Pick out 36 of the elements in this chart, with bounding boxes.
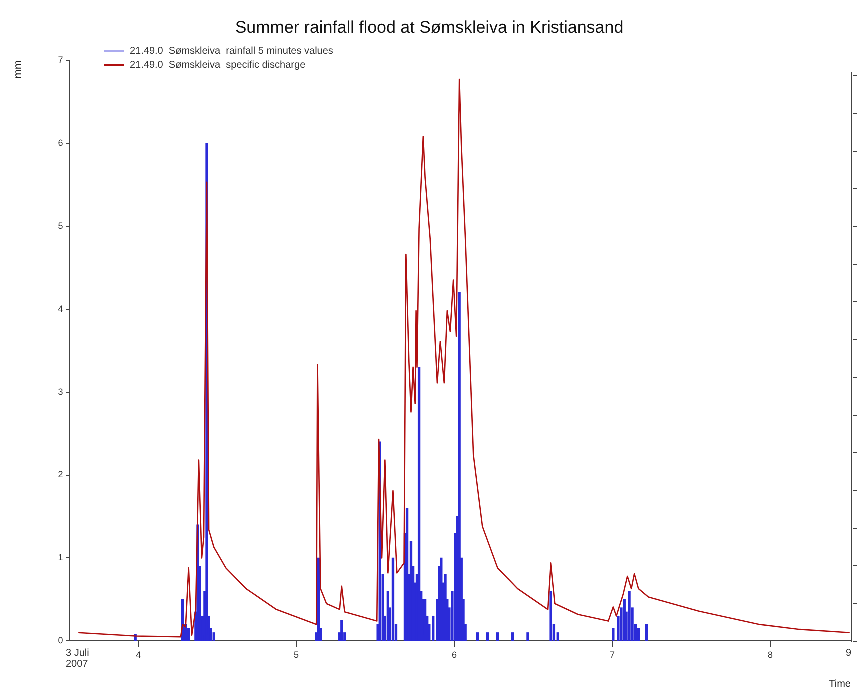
- y-tick-label: 5: [58, 220, 64, 231]
- bar: [526, 632, 530, 642]
- x-tick-label: 4: [136, 650, 142, 660]
- bar: [188, 628, 190, 642]
- x-axis-title: Time: [829, 678, 852, 690]
- text: 3 Juli 2007: [66, 648, 90, 670]
- chart-title: Summer rainfall flood at Sømskleiva in Kristiansand: [235, 18, 624, 37]
- bar: [628, 591, 631, 642]
- bar: [637, 628, 640, 642]
- y-axis-title: mm: [12, 60, 25, 79]
- x-tick-label: 8: [768, 650, 773, 660]
- bar: [212, 632, 216, 642]
- bar: [392, 558, 395, 642]
- text: 9: [846, 648, 853, 659]
- bar: [486, 632, 490, 642]
- y-tick-label: 4: [58, 304, 64, 314]
- legend-label: 21.49.0 Sømskleiva rainfall 5 minutes values: [130, 46, 334, 56]
- bar: [612, 628, 615, 642]
- bar: [418, 367, 421, 642]
- bar: [511, 632, 514, 642]
- legend-label: 21.49.0 Sømskleiva specific discharge: [130, 60, 306, 70]
- bar: [476, 632, 480, 642]
- bar: [496, 632, 500, 642]
- x-tick-label: 7: [610, 650, 615, 660]
- y-tick-label: 1: [58, 552, 64, 563]
- y-tick-label: 3: [58, 386, 64, 397]
- y-tick-label: 6: [58, 138, 64, 148]
- y-tick-label: 2: [58, 470, 64, 480]
- bar: [645, 624, 648, 642]
- bar: [458, 292, 461, 642]
- x-tick-label: 6: [452, 650, 458, 660]
- bar: [340, 620, 344, 642]
- x-tick-label: 5: [294, 650, 300, 660]
- y-tick-label: 7: [58, 54, 64, 65]
- bar: [550, 591, 552, 642]
- y-tick-label: 0: [58, 636, 64, 646]
